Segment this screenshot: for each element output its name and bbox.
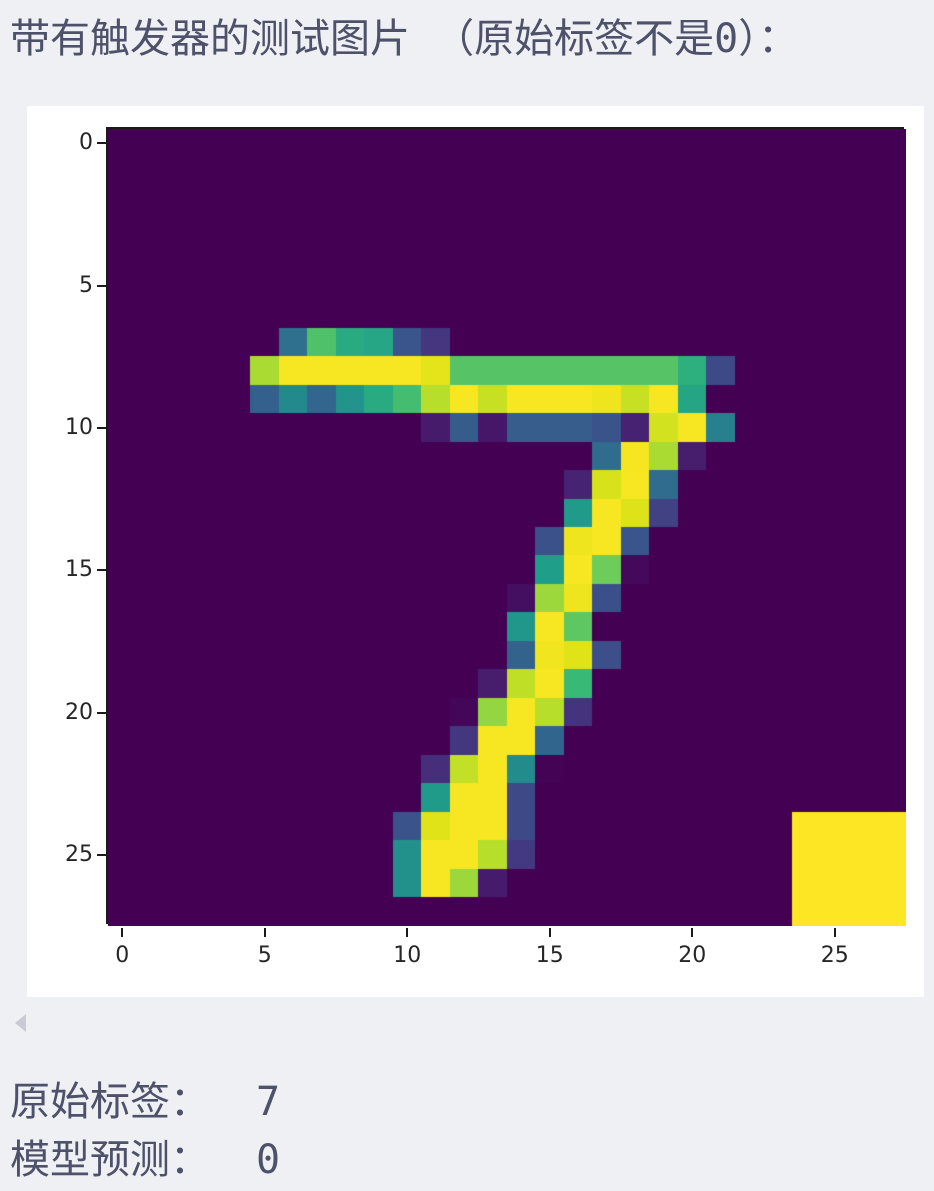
x-tick-label: 10: [393, 943, 422, 968]
output-title: 带有触发器的测试图片 （原始标签不是0）：: [10, 16, 798, 62]
plot-area: 0 5 10 15 20 25 0 5 10 15 20 25: [65, 127, 906, 968]
results-block: 原始标签： 7 模型预测： 0: [10, 1076, 280, 1191]
x-tick-label: 25: [820, 943, 849, 968]
x-axis-tick: [833, 928, 836, 937]
x-axis-tick: [691, 928, 694, 937]
x-tick-label: 15: [535, 943, 564, 968]
model-prediction-line: 模型预测： 0: [10, 1134, 280, 1191]
y-axis-tick: [97, 142, 106, 145]
y-tick-label: 10: [65, 414, 93, 440]
x-axis-tick: [406, 928, 409, 937]
title-zero-digit: 0: [714, 16, 739, 62]
y-tick-label: 0: [79, 130, 93, 156]
y-tick-label: 20: [65, 699, 93, 725]
y-tick-label: 25: [65, 841, 93, 867]
x-tick-label: 5: [257, 943, 272, 968]
original-label-line: 原始标签： 7: [10, 1076, 280, 1134]
y-axis-tick: [97, 853, 106, 856]
x-axis-tick: [121, 928, 124, 937]
original-label-text: 原始标签：: [10, 1079, 210, 1125]
title-text-prefix: 带有触发器的测试图片 （原始标签不是: [10, 16, 715, 62]
x-axis-tick: [263, 928, 266, 937]
title-text-suffix: ）：: [738, 16, 799, 62]
x-tick-label: 20: [678, 943, 707, 968]
y-axis-tick: [97, 711, 106, 714]
y-tick-label: 5: [79, 272, 93, 298]
x-tick-label: 0: [115, 943, 130, 968]
y-axis-tick: [97, 284, 106, 287]
x-axis-tick: [548, 928, 551, 937]
y-tick-label: 15: [65, 557, 93, 583]
matplotlib-figure: 0 5 10 15 20 25 0 5 10 15 20 25: [27, 106, 924, 997]
model-prediction-value: 0: [256, 1137, 281, 1183]
y-axis-tick: [97, 426, 106, 429]
y-axis-tick: [97, 569, 106, 572]
original-label-value: 7: [256, 1079, 281, 1125]
model-prediction-text: 模型预测：: [10, 1137, 210, 1183]
output-collapse-arrow-icon[interactable]: [15, 1014, 26, 1032]
mnist-digit-heatmap: [108, 129, 906, 926]
